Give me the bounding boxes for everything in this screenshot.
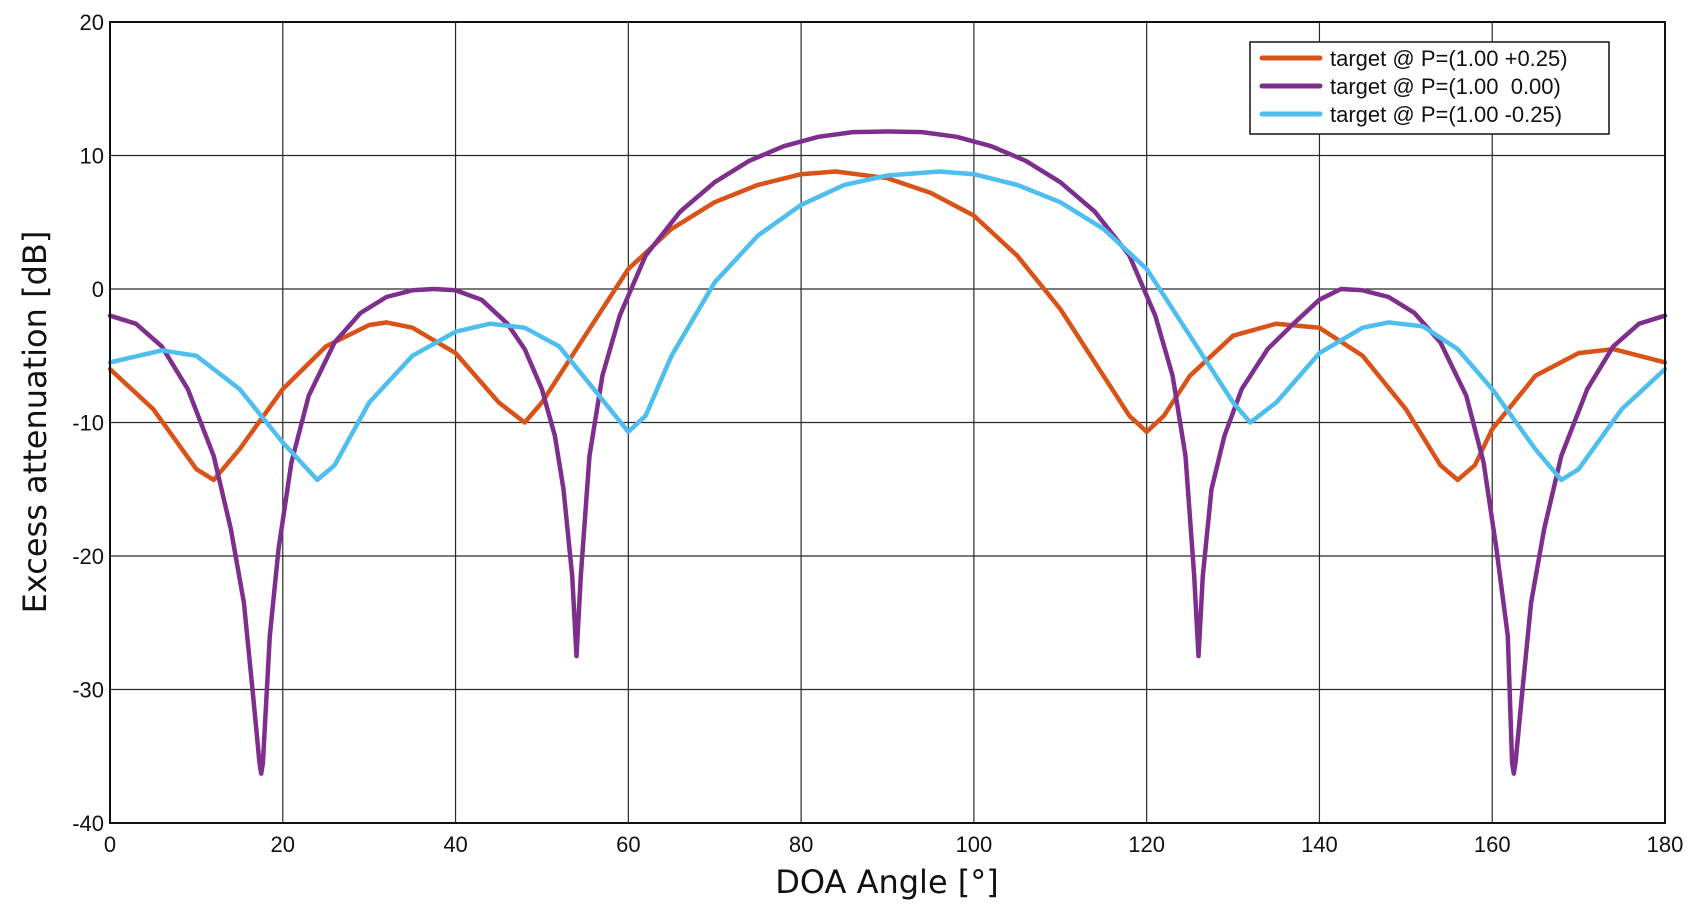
plot-frame-overlay: [109, 21, 1666, 824]
y-tick-label: 10: [80, 144, 104, 169]
x-tick-label: 160: [1474, 832, 1511, 857]
plot-area: [107, 21, 1668, 824]
x-tick-labels: 0 20 40 60 80 100 120 140 160 180: [104, 832, 1683, 857]
legend-label-1: target @ P=(1.00 0.00): [1330, 74, 1561, 99]
x-tick-label: 40: [443, 832, 467, 857]
legend-label-0: target @ P=(1.00 +0.25): [1330, 46, 1568, 71]
x-tick-label: 80: [789, 832, 813, 857]
x-tick-label: 100: [956, 832, 993, 857]
x-tick-label: 0: [104, 832, 116, 857]
series-group: [107, 129, 1668, 776]
x-tick-label: 140: [1301, 832, 1338, 857]
legend-label-2: target @ P=(1.00 -0.25): [1330, 102, 1562, 127]
x-tick-label: 180: [1647, 832, 1684, 857]
series-line-2: [107, 169, 1668, 483]
legend: target @ P=(1.00 +0.25) target @ P=(1.00 …: [1249, 41, 1610, 135]
y-tick-label: -40: [72, 811, 104, 836]
y-tick-label: -20: [72, 544, 104, 569]
x-tick-label: 120: [1128, 832, 1165, 857]
y-tick-label: 20: [80, 10, 104, 35]
y-axis-title: Excess attenuation [dB]: [16, 231, 54, 614]
series-line-0: [107, 169, 1668, 483]
x-tick-label: 20: [271, 832, 295, 857]
x-tick-label: 60: [616, 832, 640, 857]
y-tick-labels: -40 -30 -20 -10 0 10 20: [72, 10, 104, 836]
y-tick-label: -10: [72, 411, 104, 436]
x-axis-title: DOA Angle [°]: [775, 863, 999, 901]
legend-items: target @ P=(1.00 +0.25) target @ P=(1.00 …: [1259, 46, 1568, 127]
series-line-1: [107, 129, 1668, 776]
y-tick-label: 0: [92, 277, 104, 302]
y-tick-label: -30: [72, 678, 104, 703]
